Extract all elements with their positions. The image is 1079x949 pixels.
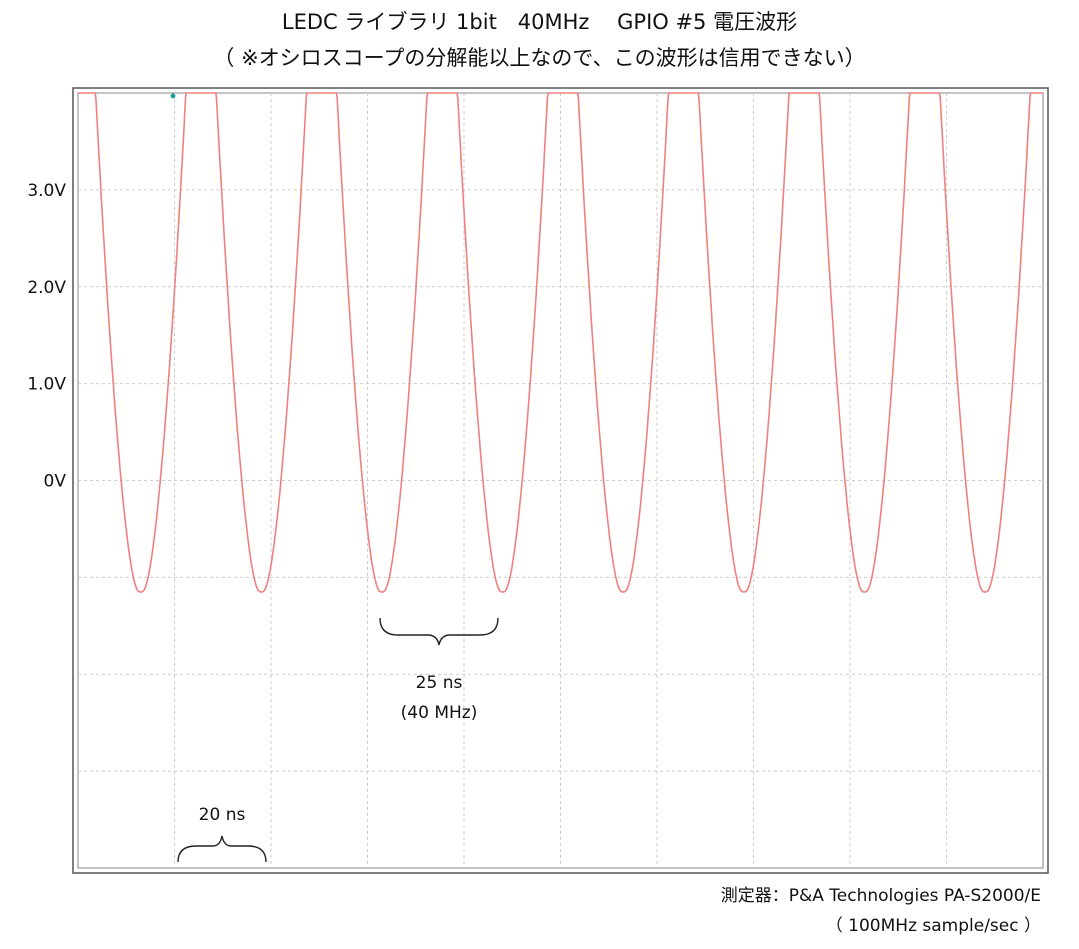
trigger-marker [170, 93, 176, 99]
period-label: 25 ns [416, 673, 463, 693]
division-label: 20 ns [199, 805, 246, 825]
sample-rate-note: （ 100MHz sample/sec ） [825, 916, 1041, 936]
division-bracket [177, 835, 267, 863]
y-tick-label: 1.0V [27, 375, 66, 395]
frequency-label: (40 MHz) [401, 703, 478, 723]
waveform-trace [78, 92, 1043, 593]
chart-title: LEDC ライブラリ 1bit 40MHz GPIO #5 電圧波形 [281, 10, 798, 34]
y-tick-label: 3.0V [27, 181, 66, 201]
instrument-note: 測定器：P&A Technologies PA-S2000/E [720, 886, 1041, 906]
y-tick-label: 0V [44, 472, 67, 492]
y-tick-label: 2.0V [27, 278, 66, 298]
chart-subtitle: （ ※オシロスコープの分解能以上なので、この波形は信用できない） [213, 46, 866, 70]
period-bracket [379, 617, 499, 646]
